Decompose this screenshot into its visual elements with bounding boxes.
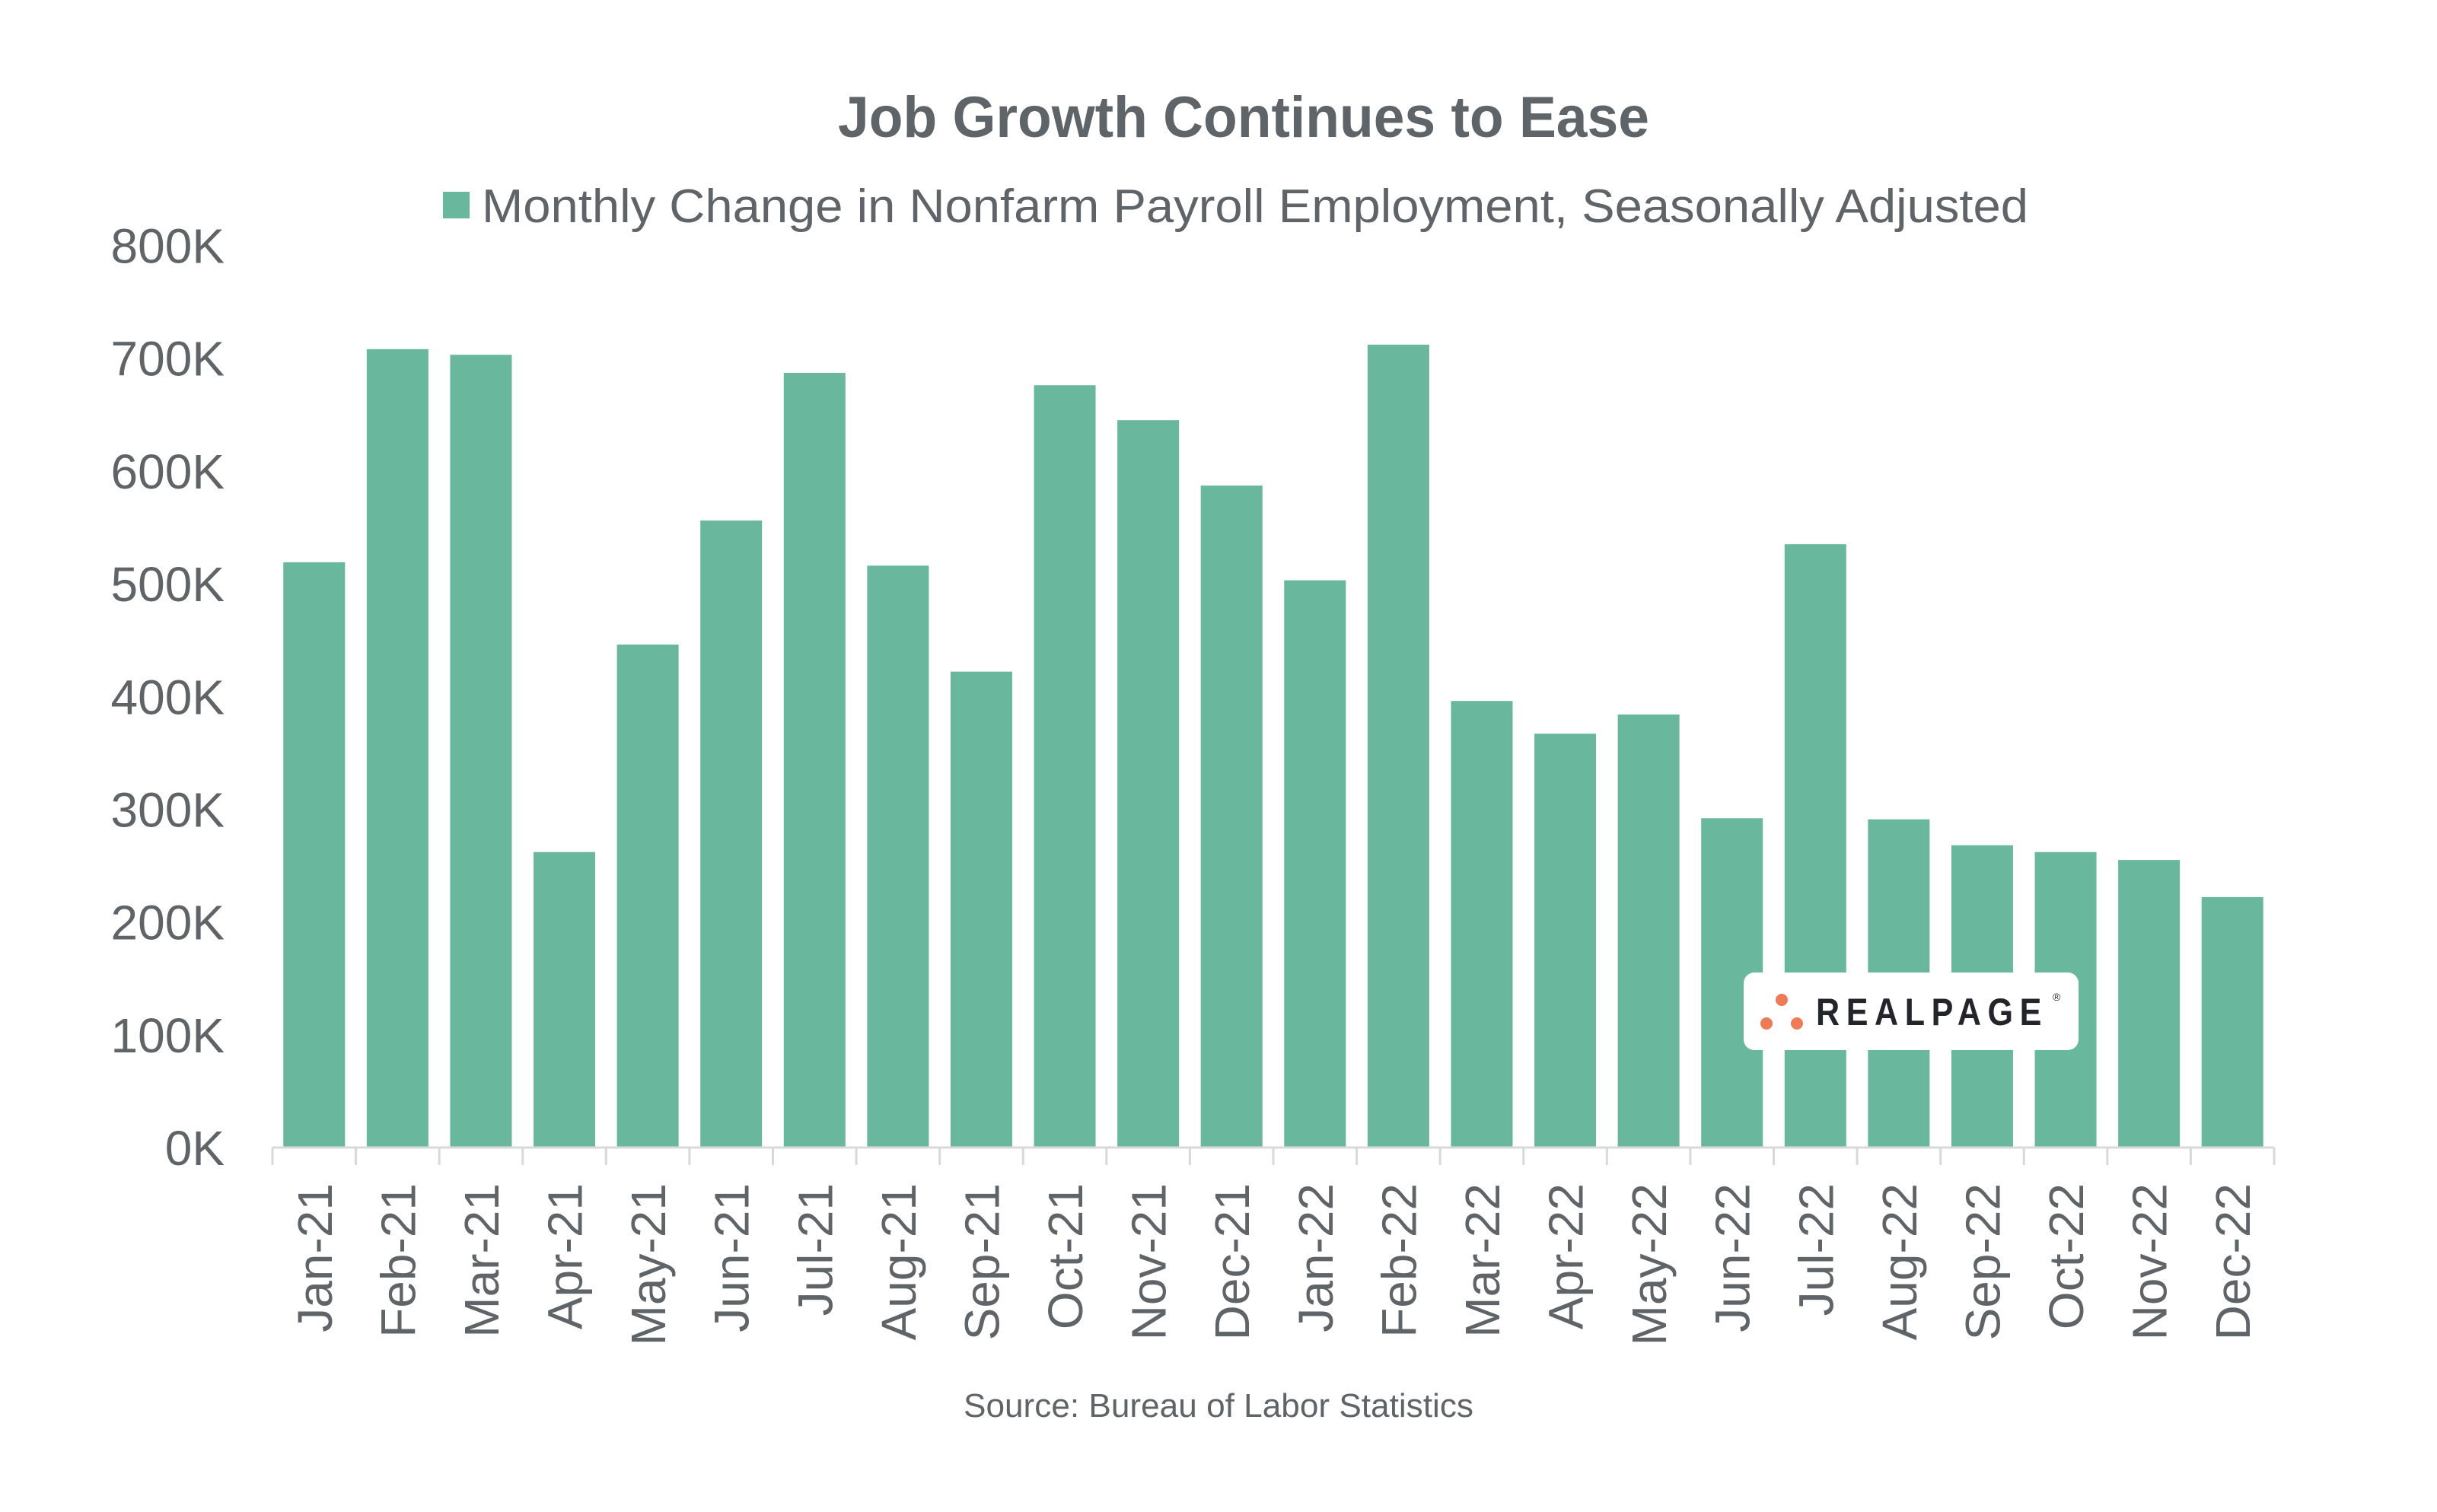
x-tick-label: Apr-22	[1539, 1183, 1594, 1329]
x-tick-label: May-21	[621, 1183, 676, 1345]
x-tick-label: Nov-22	[2123, 1183, 2177, 1340]
y-tick-label: 100K	[111, 1008, 225, 1063]
bar-oct-21	[1034, 385, 1096, 1148]
x-tick-label: Sep-22	[1955, 1183, 2010, 1340]
x-tick-label: Mar-22	[1455, 1183, 1510, 1338]
legend-swatch	[443, 192, 470, 218]
bar-jan-21	[283, 562, 346, 1148]
bar-may-21	[616, 645, 679, 1148]
y-tick-label: 700K	[111, 332, 225, 387]
bar-jun-21	[700, 520, 763, 1148]
bar-dec-21	[1200, 485, 1263, 1148]
bar-may-22	[1617, 714, 1680, 1148]
y-tick-label: 600K	[111, 444, 225, 499]
bars	[283, 344, 2263, 1148]
bar-dec-22	[2201, 897, 2263, 1148]
y-tick-label: 0K	[165, 1121, 225, 1176]
logo-wordmark: REALPAGE	[1816, 991, 2048, 1033]
x-tick-label: Feb-22	[1371, 1183, 1426, 1338]
y-tick-label: 400K	[111, 670, 225, 724]
x-axis: Jan-21 Feb-21 Mar-21 Apr-21 May-21 Jun-21 Jul-…	[271, 1146, 2276, 1345]
bar-apr-21	[534, 851, 596, 1148]
bar-nov-21	[1117, 420, 1180, 1148]
x-tick-label: Jul-21	[788, 1183, 843, 1316]
bar-nov-22	[2118, 860, 2181, 1148]
logo-background	[1744, 972, 2079, 1050]
logo-registered-mark: ®	[2053, 991, 2061, 1003]
logo-dot-icon	[1791, 1017, 1803, 1030]
y-tick-label: 200K	[111, 896, 225, 950]
x-tick-label: Jun-22	[1706, 1183, 1760, 1332]
x-tick-label: May-22	[1622, 1183, 1677, 1345]
chart-title: Job Growth Continues to Ease	[838, 85, 1649, 150]
x-tick-label: Mar-21	[454, 1183, 509, 1338]
x-tick-label: Apr-21	[538, 1183, 593, 1329]
realpage-logo: REALPAGE ®	[1744, 972, 2079, 1050]
bar-feb-22	[1367, 344, 1429, 1148]
x-tick-label: Jan-21	[288, 1183, 342, 1332]
x-tick-label: Jul-22	[1789, 1183, 1843, 1316]
x-tick-label: Aug-22	[1872, 1183, 1927, 1340]
x-tick-label: Oct-22	[2039, 1183, 2094, 1329]
legend-label: Monthly Change in Nonfarm Payroll Employ…	[482, 180, 2028, 233]
bar-aug-21	[867, 565, 929, 1148]
x-tick-label: Jun-21	[705, 1183, 760, 1332]
bar-apr-22	[1534, 734, 1597, 1148]
bar-jul-22	[1784, 544, 1846, 1148]
y-tick-label: 300K	[111, 782, 225, 837]
x-tick-label: Feb-21	[371, 1183, 425, 1338]
bar-jul-21	[783, 372, 846, 1148]
logo-dot-icon	[1776, 994, 1788, 1006]
y-tick-label: 500K	[111, 557, 225, 612]
legend: Monthly Change in Nonfarm Payroll Employ…	[443, 180, 2028, 233]
x-tick-label: Jan-22	[1289, 1183, 1343, 1332]
source-note: Source: Bureau of Labor Statistics	[964, 1387, 1473, 1424]
bar-jan-22	[1284, 580, 1346, 1148]
x-tick-label: Dec-21	[1205, 1183, 1260, 1340]
logo-dot-icon	[1760, 1017, 1773, 1030]
x-tick-label: Aug-21	[871, 1183, 926, 1340]
x-tick-label: Dec-22	[2206, 1183, 2260, 1340]
y-tick-label: 800K	[111, 219, 225, 274]
x-tick-label: Nov-21	[1122, 1183, 1177, 1340]
bar-feb-21	[366, 349, 428, 1148]
bar-sep-21	[950, 671, 1012, 1148]
y-axis: 0K 100K 200K 300K 400K 500K 600K 700K 800K	[111, 219, 225, 1176]
x-tick-label: Oct-21	[1038, 1183, 1093, 1329]
bar-mar-21	[450, 355, 512, 1148]
x-tick-label: Sep-21	[954, 1183, 1009, 1340]
bar-mar-22	[1451, 701, 1513, 1148]
